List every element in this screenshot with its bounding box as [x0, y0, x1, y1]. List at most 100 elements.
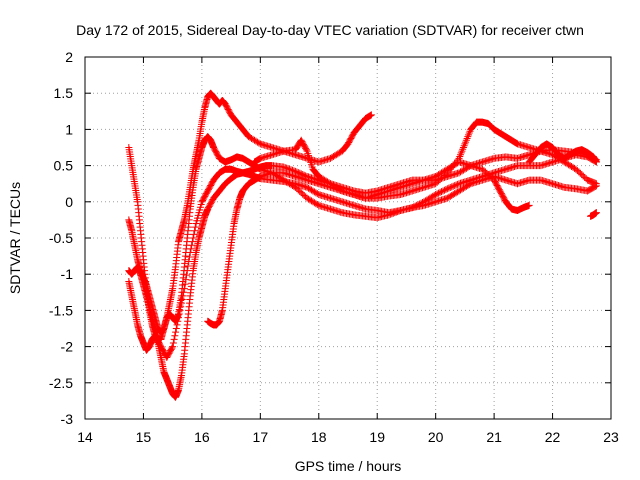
data-point: [455, 187, 463, 195]
data-point: [442, 185, 450, 193]
data-point: [185, 258, 193, 266]
x-tick-label: 19: [369, 429, 385, 445]
data-point: [319, 175, 327, 183]
data-point: [569, 163, 577, 171]
x-tick-label: 16: [194, 429, 210, 445]
data-point: [385, 211, 393, 219]
y-tick-label: -2.5: [49, 375, 73, 391]
data-point: [248, 134, 256, 142]
data-point: [565, 161, 573, 169]
data-point: [436, 170, 444, 178]
data-point: [190, 230, 198, 238]
data-point: [432, 191, 440, 199]
data-point: [316, 173, 324, 181]
data-point: [568, 163, 576, 171]
data-point: [443, 165, 451, 173]
data-point: [462, 136, 470, 144]
data-point: [281, 177, 289, 185]
data-point: [328, 181, 336, 189]
data-point: [549, 151, 557, 159]
data-point: [457, 186, 465, 194]
data-point: [439, 187, 447, 195]
series-track-8: [587, 209, 600, 220]
y-tick-label: -3: [61, 411, 74, 427]
data-point: [280, 176, 288, 184]
data-point: [252, 137, 260, 145]
data-point: [170, 335, 178, 343]
data-point: [305, 184, 313, 192]
data-point: [436, 188, 444, 196]
y-tick-label: -1.5: [49, 302, 73, 318]
data-point: [168, 344, 176, 352]
data-point: [337, 186, 345, 194]
data-point: [454, 188, 462, 196]
data-point: [325, 179, 333, 187]
data-point: [592, 209, 600, 217]
data-point: [302, 146, 310, 154]
data-point: [449, 162, 457, 170]
data-point: [432, 172, 440, 180]
data-point: [451, 161, 459, 169]
axis-ticks: [84, 56, 612, 420]
data-point: [321, 176, 329, 184]
data-point: [310, 188, 318, 196]
data-point: [307, 186, 315, 194]
data-point: [442, 166, 450, 174]
data-point: [455, 169, 463, 177]
data-point: [458, 147, 466, 155]
data-point: [448, 191, 456, 199]
data-point: [334, 184, 342, 192]
data-point: [461, 183, 469, 191]
x-tick-label: 14: [77, 429, 93, 445]
data-point: [427, 193, 435, 201]
series-track-7: [525, 140, 600, 166]
data-point: [440, 167, 448, 175]
data-points: [125, 89, 600, 401]
data-point: [464, 182, 472, 190]
data-point: [430, 191, 438, 199]
series-track-2: [125, 146, 600, 401]
data-point: [288, 182, 296, 190]
data-point: [306, 196, 314, 204]
data-point: [249, 135, 257, 143]
data-point: [395, 207, 403, 215]
data-point: [459, 145, 467, 153]
data-point: [392, 208, 400, 216]
data-point: [464, 133, 472, 141]
data-point: [326, 154, 334, 162]
data-point: [449, 191, 457, 199]
data-point: [445, 193, 453, 201]
data-point: [525, 201, 533, 209]
data-point: [446, 184, 454, 192]
data-point: [332, 151, 340, 159]
x-tick-label: 18: [311, 429, 327, 445]
data-point: [367, 111, 375, 119]
data-point: [250, 136, 258, 144]
data-point: [332, 183, 340, 191]
data-point: [284, 179, 292, 187]
data-point: [169, 343, 177, 351]
chart-title: Day 172 of 2015, Sidereal Day-to-day VTE…: [76, 22, 584, 38]
data-point: [566, 162, 574, 170]
data-point: [287, 181, 295, 189]
data-point: [451, 190, 459, 198]
y-tick-label: 1.5: [54, 85, 74, 101]
data-point: [169, 339, 177, 347]
y-tick-label: -1: [61, 266, 74, 282]
data-point: [449, 182, 457, 190]
data-point: [324, 178, 332, 186]
data-point: [313, 201, 321, 209]
data-point: [306, 185, 314, 193]
data-point: [189, 234, 197, 242]
data-point: [388, 210, 396, 218]
data-point: [452, 160, 460, 168]
data-point: [563, 160, 571, 168]
data-point: [452, 189, 460, 197]
data-point: [331, 182, 339, 190]
x-tick-label: 17: [253, 429, 269, 445]
data-point: [185, 253, 193, 261]
data-point: [322, 177, 330, 185]
data-point: [465, 129, 473, 137]
data-point: [191, 227, 199, 235]
